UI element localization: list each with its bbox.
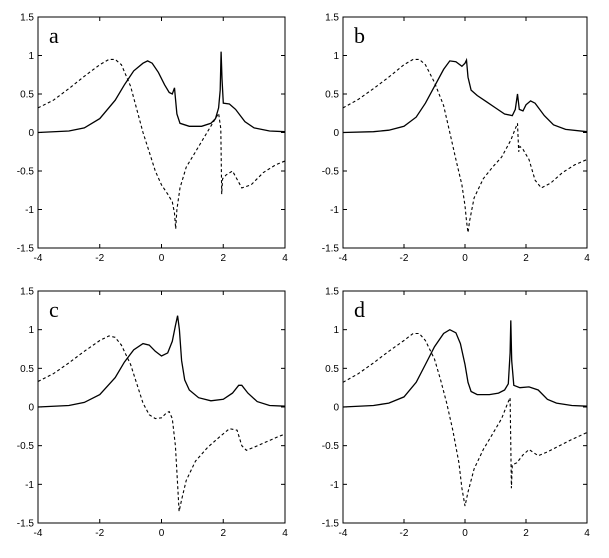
dashed-series-line xyxy=(37,335,286,512)
y-tick-label: 1 xyxy=(333,325,339,336)
y-tick-label: 0.5 xyxy=(20,364,34,375)
panel-c: -4 -2 0 2 4 -1.5 -1 -0.5 0 0.5 1 1.5 c xyxy=(17,287,288,540)
y-tick-label: 1.5 xyxy=(325,287,339,298)
x-tick-label: -2 xyxy=(95,253,104,264)
x-tick-label: 4 xyxy=(282,528,288,539)
x-tick-label: 2 xyxy=(220,528,226,539)
y-tick-label: 0 xyxy=(28,403,34,414)
y-tick-label: 0.5 xyxy=(20,90,34,101)
y-tick-label: -1 xyxy=(25,480,34,491)
y-tick-label: -1.5 xyxy=(17,244,35,255)
x-tick-label: -4 xyxy=(34,253,43,264)
y-tick-label: 0 xyxy=(333,128,339,139)
y-tick-label: 1.5 xyxy=(20,13,34,24)
plot-frame xyxy=(342,16,588,249)
x-tick-label: -2 xyxy=(400,528,409,539)
y-tick-label: 1.5 xyxy=(20,287,34,298)
y-tick-label: -1 xyxy=(330,480,339,491)
panel-b: -4 -2 0 2 4 -1.5 -1 -0.5 0 0.5 1 1.5 b xyxy=(322,13,590,265)
x-tick-label: 0 xyxy=(462,253,468,264)
solid-series-line xyxy=(342,320,588,408)
solid-series-line xyxy=(37,315,286,408)
y-tick-label: 0.5 xyxy=(325,364,339,375)
y-tick-label: -0.5 xyxy=(17,167,35,178)
y-tick-label: -0.5 xyxy=(322,167,340,178)
y-tick-label: 1 xyxy=(28,325,34,336)
x-tick-label: 0 xyxy=(462,528,468,539)
dashed-series-line xyxy=(342,58,588,233)
x-tick-label: -4 xyxy=(339,528,348,539)
x-tick-label: -4 xyxy=(339,253,348,264)
panel-letter: a xyxy=(49,23,59,48)
y-tick-label: -1 xyxy=(25,205,34,216)
y-tick-label: 1 xyxy=(28,51,34,62)
plot-frame xyxy=(37,290,286,524)
y-tick-label: -1.5 xyxy=(17,519,35,530)
x-tick-label: 2 xyxy=(523,528,529,539)
panel-letter: c xyxy=(49,297,59,322)
plot-frame xyxy=(37,16,286,249)
x-tick-label: 4 xyxy=(584,253,590,264)
y-tick-label: 0 xyxy=(333,403,339,414)
x-tick-label: 4 xyxy=(584,528,590,539)
panel-letter: d xyxy=(354,297,365,322)
x-tick-label: -2 xyxy=(400,253,409,264)
y-tick-label: -0.5 xyxy=(322,441,340,452)
y-tick-label: 0 xyxy=(28,128,34,139)
y-tick-label: -1.5 xyxy=(322,519,340,530)
panel-d: -4 -2 0 2 4 -1.5 -1 -0.5 0 0.5 1 1.5 d xyxy=(322,287,590,540)
y-tick-label: -1 xyxy=(330,205,339,216)
y-tick-label: 0.5 xyxy=(325,90,339,101)
x-tick-label: 0 xyxy=(159,253,165,264)
y-tick-label: -0.5 xyxy=(17,441,35,452)
x-tick-label: -4 xyxy=(34,528,43,539)
y-tick-label: 1.5 xyxy=(325,13,339,24)
y-tick-label: -1.5 xyxy=(322,244,340,255)
solid-series-line xyxy=(342,57,588,134)
y-tick-label: 1 xyxy=(333,51,339,62)
dashed-series-line xyxy=(342,332,588,507)
x-tick-label: 2 xyxy=(220,253,226,264)
panel-a: -4 -2 0 2 4 -1.5 -1 -0.5 0 0.5 1 1.5 a xyxy=(17,13,288,265)
x-tick-label: 0 xyxy=(159,528,165,539)
x-tick-label: 4 xyxy=(282,253,288,264)
plot-frame xyxy=(342,290,588,524)
panel-letter: b xyxy=(354,23,365,48)
x-tick-label: -2 xyxy=(95,528,104,539)
dashed-series-line xyxy=(37,58,286,229)
x-tick-label: 2 xyxy=(523,253,529,264)
